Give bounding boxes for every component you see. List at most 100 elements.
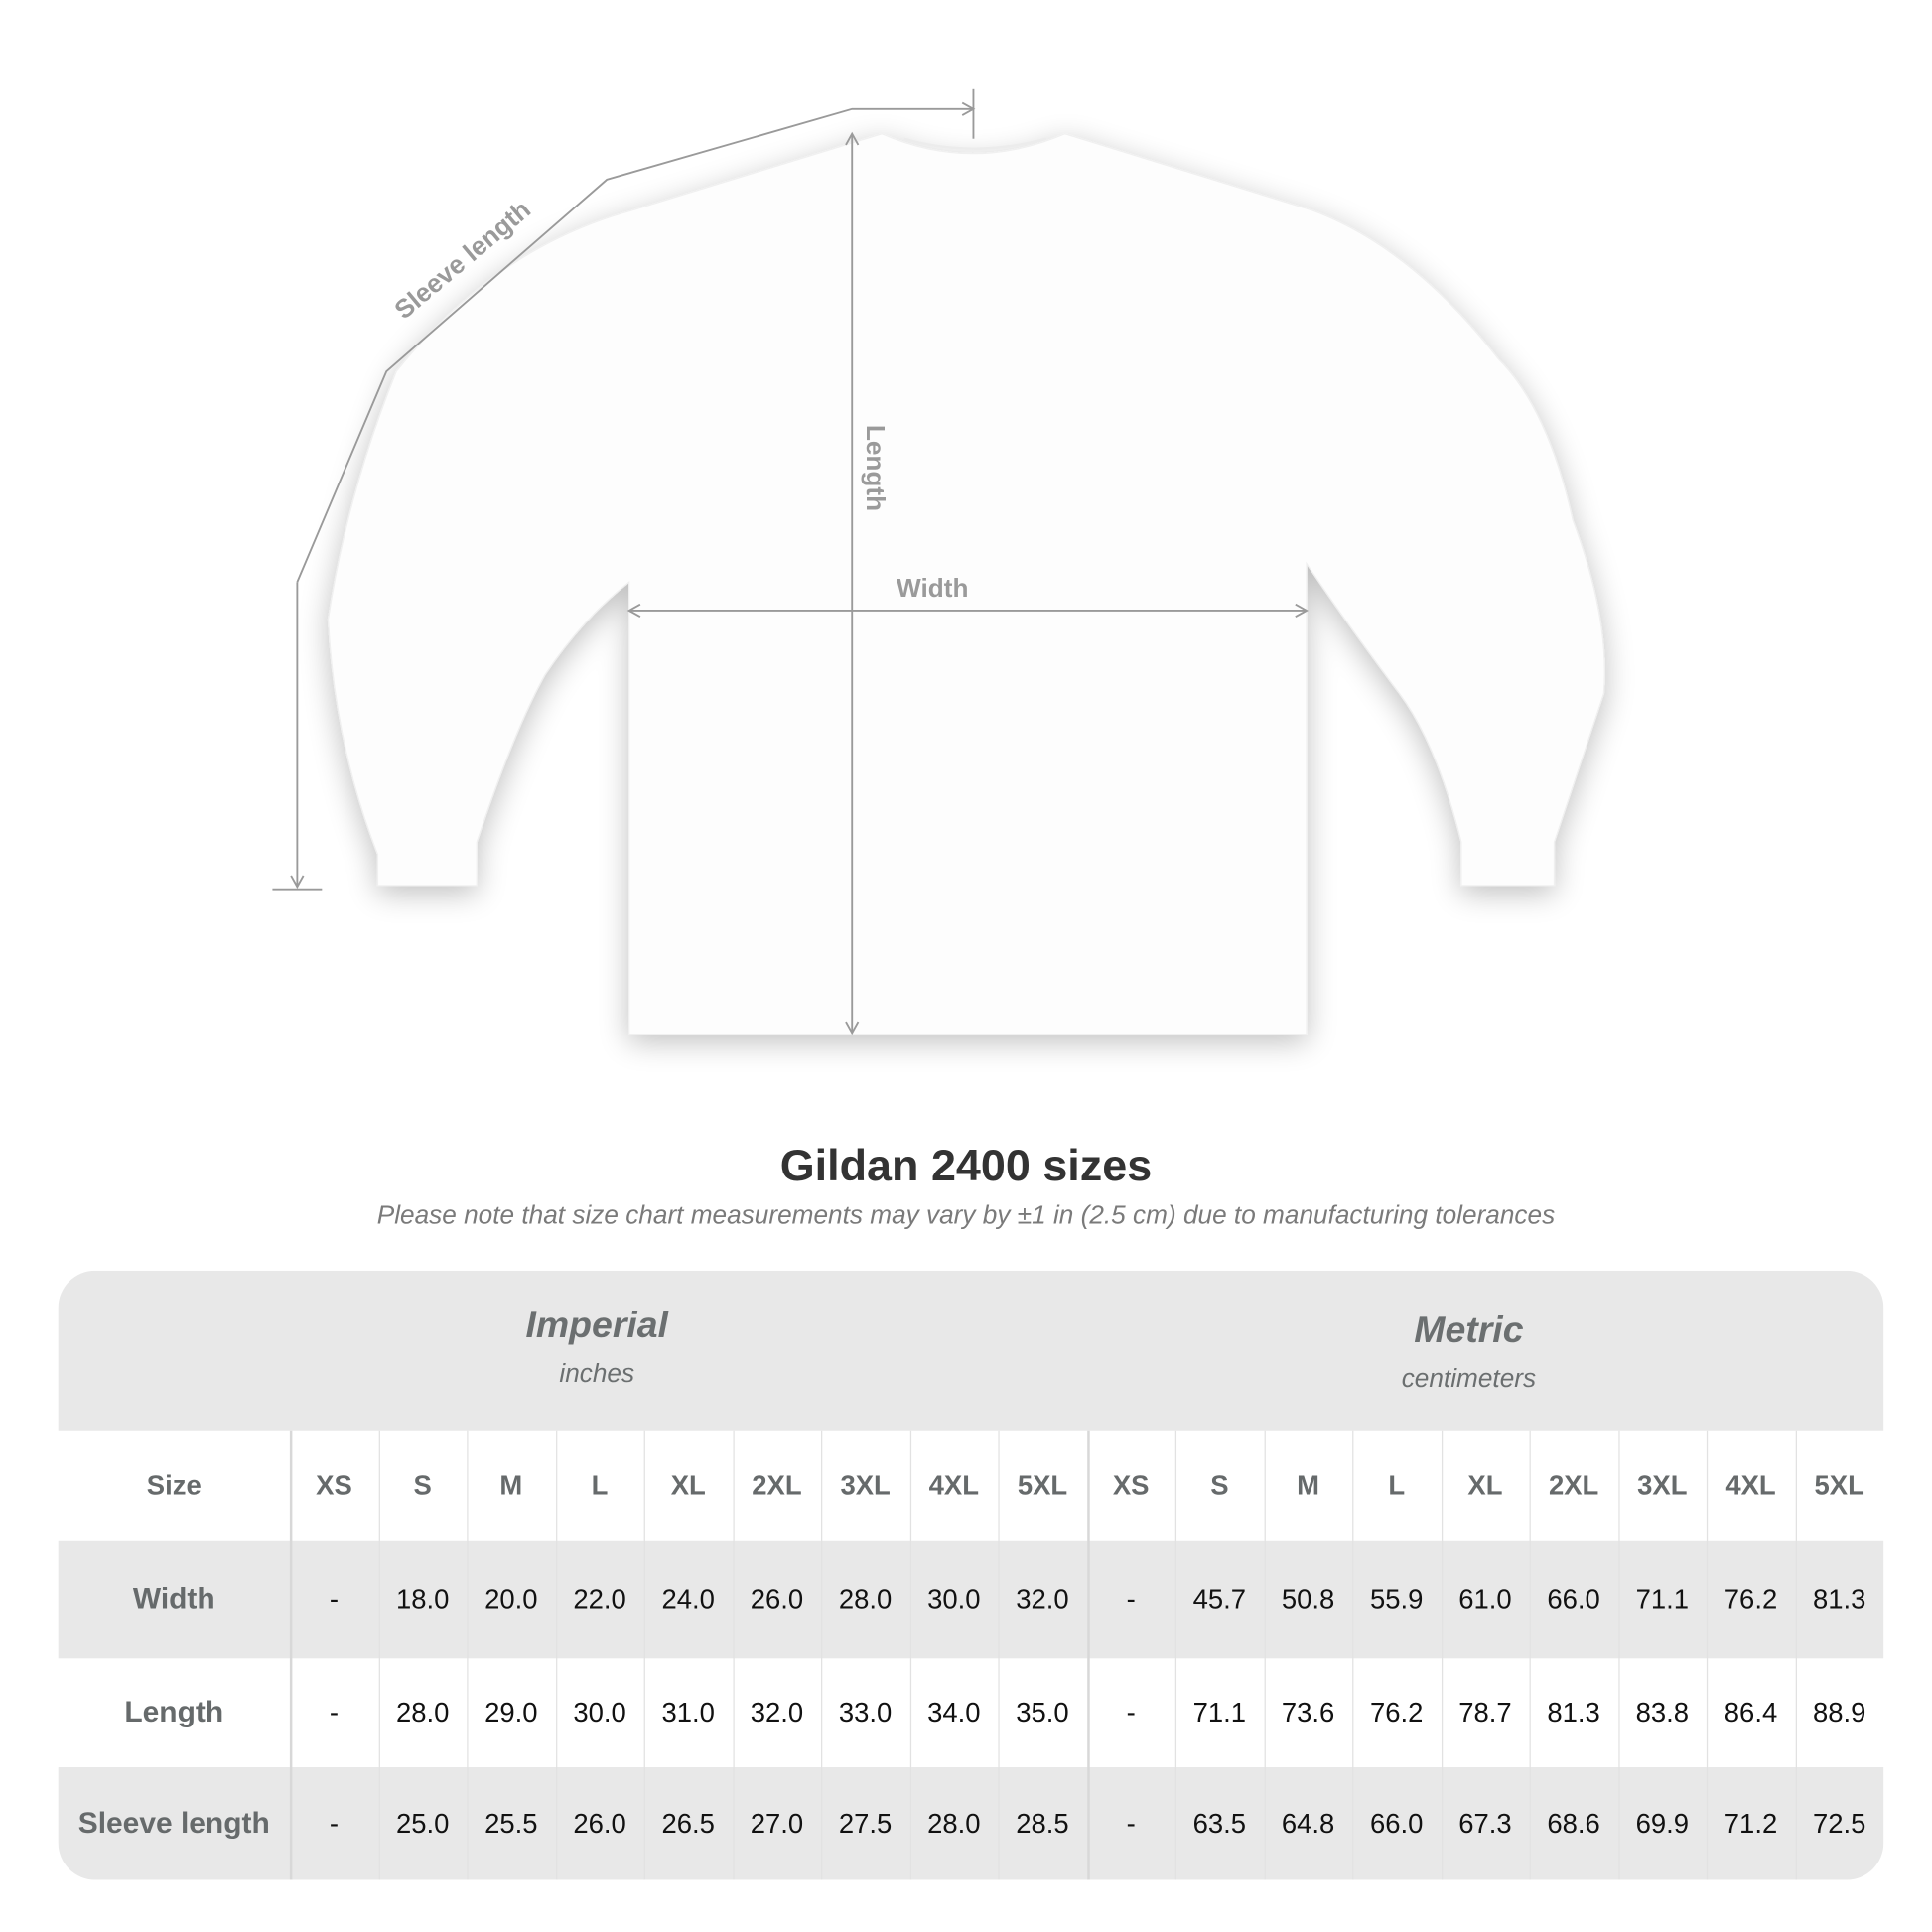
table-cell-metric: 45.7	[1192, 1583, 1247, 1614]
size-header-metric: 3XL	[1637, 1469, 1688, 1501]
column-divider	[378, 1430, 380, 1880]
table-cell-imperial: 25.0	[395, 1807, 450, 1839]
table-cell-imperial: 28.5	[1016, 1807, 1069, 1839]
table-cell-metric: 88.9	[1812, 1696, 1866, 1728]
column-divider	[1352, 1430, 1354, 1880]
size-header-imperial: 3XL	[840, 1469, 891, 1501]
table-cell-metric: 50.8	[1281, 1583, 1335, 1614]
imperial-header: Imperial inches	[349, 1306, 845, 1390]
imperial-label: Imperial	[525, 1305, 669, 1346]
column-divider	[1086, 1430, 1090, 1880]
table-cell-imperial: 32.0	[750, 1696, 804, 1728]
table-cell-metric: 63.5	[1192, 1807, 1247, 1839]
column-divider	[909, 1430, 911, 1880]
table-cell-imperial: 26.0	[750, 1583, 804, 1614]
table-cell-metric: -	[1126, 1583, 1136, 1614]
table-cell-imperial: 31.0	[661, 1696, 715, 1728]
table-cell-imperial: -	[329, 1696, 340, 1728]
size-header-metric: M	[1297, 1469, 1319, 1501]
length-label: Length	[861, 425, 891, 511]
table-cell-metric: 69.9	[1635, 1807, 1690, 1839]
size-header-imperial: 5XL	[1017, 1469, 1068, 1501]
column-divider	[821, 1430, 823, 1880]
table-cell-imperial: 28.0	[927, 1807, 981, 1839]
table-cell-imperial: 33.0	[838, 1696, 893, 1728]
column-divider	[467, 1430, 469, 1880]
column-divider	[289, 1430, 293, 1880]
column-divider	[1263, 1430, 1266, 1880]
table-cell-imperial: 29.0	[484, 1696, 538, 1728]
column-divider	[1174, 1430, 1177, 1880]
table-cell-metric: 81.3	[1812, 1583, 1866, 1614]
column-divider	[643, 1430, 645, 1880]
table-header-band	[58, 1270, 1884, 1431]
table-cell-metric: 55.9	[1370, 1583, 1424, 1614]
table-cell-imperial: 34.0	[927, 1696, 981, 1728]
column-divider	[1441, 1430, 1443, 1880]
table-cell-metric: 76.2	[1724, 1583, 1778, 1614]
table-cell-imperial: 30.0	[927, 1583, 981, 1614]
table-cell-imperial: 24.0	[661, 1583, 715, 1614]
table-cell-imperial: 27.5	[838, 1807, 893, 1839]
table-cell-imperial: -	[329, 1807, 340, 1839]
table-cell-imperial: 35.0	[1016, 1696, 1069, 1728]
shirt-diagram: Sleeve length Length Width	[272, 88, 1605, 1035]
table-cell-metric: 78.7	[1458, 1696, 1512, 1728]
size-header-imperial: XS	[316, 1469, 352, 1501]
table-cell-imperial: 20.0	[484, 1583, 538, 1614]
table-cell-metric: 73.6	[1281, 1696, 1335, 1728]
size-header-imperial: L	[591, 1469, 609, 1501]
size-header-metric: L	[1388, 1469, 1406, 1501]
table-cell-imperial: 30.0	[573, 1696, 626, 1728]
table-cell-metric: 68.6	[1547, 1807, 1600, 1839]
column-divider	[732, 1430, 735, 1880]
row-band-width	[58, 1540, 1884, 1659]
table-cell-imperial: -	[329, 1583, 340, 1614]
table-cell-metric: 71.2	[1724, 1807, 1778, 1839]
table-cell-metric: 81.3	[1547, 1696, 1600, 1728]
table-cell-imperial: 28.0	[395, 1696, 450, 1728]
size-header-metric: S	[1210, 1469, 1229, 1501]
table-cell-metric: 71.1	[1192, 1696, 1247, 1728]
size-header-metric: 5XL	[1814, 1469, 1864, 1501]
column-divider	[1795, 1430, 1797, 1880]
table-cell-metric: 72.5	[1812, 1807, 1866, 1839]
size-header-metric: XS	[1112, 1469, 1150, 1501]
imperial-unit: inches	[559, 1359, 635, 1389]
table-cell-metric: 71.1	[1635, 1583, 1690, 1614]
table-cell-metric: 66.0	[1547, 1583, 1600, 1614]
size-header-metric: 2XL	[1548, 1469, 1599, 1501]
size-header-imperial: 2XL	[752, 1469, 802, 1501]
width-label: Width	[897, 573, 968, 603]
table-cell-imperial: 32.0	[1016, 1583, 1069, 1614]
metric-header: Metric centimeters	[1221, 1311, 1717, 1395]
table-cell-metric: 67.3	[1458, 1807, 1512, 1839]
row-label: Length	[124, 1695, 224, 1729]
column-divider	[1706, 1430, 1709, 1880]
column-divider	[1529, 1430, 1531, 1880]
table-cell-metric: 83.8	[1635, 1696, 1690, 1728]
table-cell-metric: 64.8	[1281, 1807, 1335, 1839]
shirt-shape	[327, 133, 1605, 1035]
metric-label: Metric	[1414, 1310, 1524, 1351]
size-header-imperial: M	[499, 1469, 523, 1501]
row-label: Width	[132, 1582, 215, 1616]
table-cell-metric: 86.4	[1724, 1696, 1778, 1728]
size-header-metric: XL	[1467, 1469, 1503, 1501]
page-title: Gildan 2400 sizes	[779, 1139, 1153, 1190]
row-label: Sleeve length	[77, 1806, 270, 1841]
column-divider	[555, 1430, 557, 1880]
column-divider	[1617, 1430, 1619, 1880]
metric-unit: centimeters	[1401, 1364, 1537, 1394]
table-cell-imperial: 18.0	[395, 1583, 450, 1614]
table-cell-imperial: 26.0	[573, 1807, 626, 1839]
size-header-imperial: XL	[670, 1469, 706, 1501]
table-cell-imperial: 22.0	[573, 1583, 626, 1614]
size-header-metric: 4XL	[1725, 1469, 1776, 1501]
table-cell-imperial: 28.0	[838, 1583, 893, 1614]
table-cell-metric: 76.2	[1370, 1696, 1424, 1728]
table-cell-imperial: 27.0	[750, 1807, 804, 1839]
table-cell-metric: 66.0	[1370, 1807, 1424, 1839]
size-header: Size	[146, 1469, 202, 1501]
size-header-imperial: S	[413, 1469, 432, 1501]
